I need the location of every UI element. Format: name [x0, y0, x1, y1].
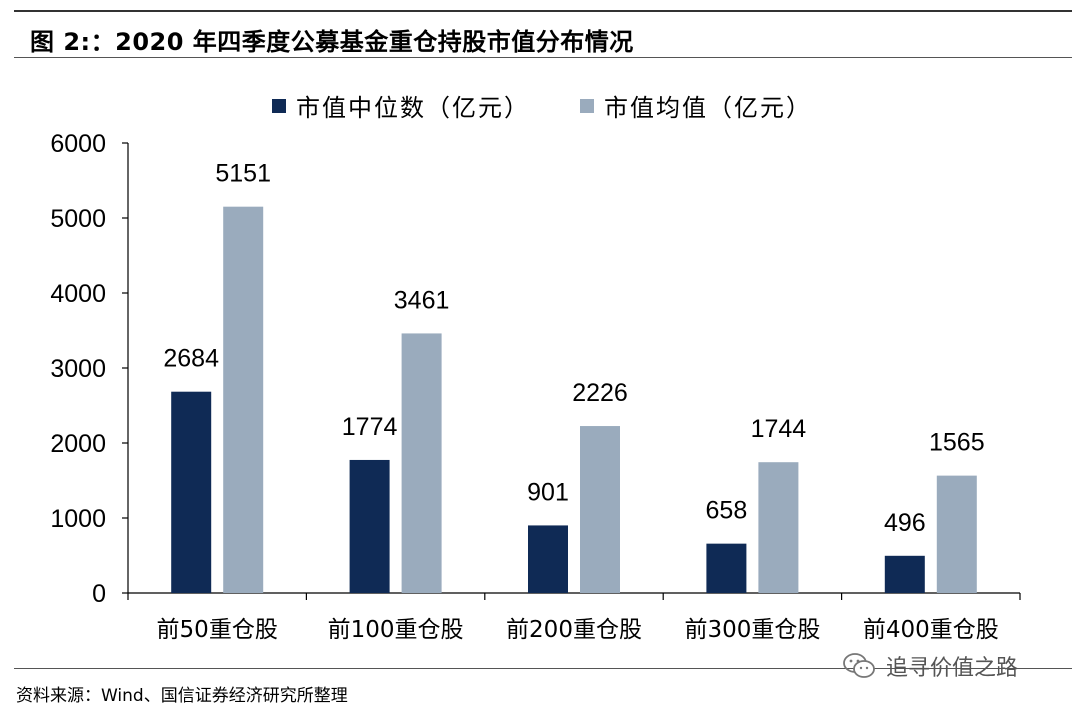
- legend-swatch-median: [272, 98, 286, 113]
- data-label: 2226: [572, 379, 628, 407]
- data-label: 5151: [215, 160, 271, 188]
- y-tick-label: 4000: [50, 280, 106, 308]
- footer-divider: [14, 668, 1072, 669]
- bar-mean: [936, 475, 977, 593]
- data-label: 901: [527, 478, 569, 506]
- bar-mean: [401, 333, 442, 593]
- bar-median: [349, 459, 390, 593]
- bar-median: [706, 543, 747, 593]
- x-category-label: 前100重仓股: [328, 617, 464, 643]
- y-tick-label: 5000: [50, 205, 106, 233]
- legend-swatch-mean: [580, 98, 594, 113]
- y-tick-label: 3000: [50, 355, 106, 383]
- watermark: 追寻价值之路: [842, 650, 1018, 682]
- chart-title: 图 2:：2020 年四季度公募基金重仓持股市值分布情况: [30, 28, 634, 56]
- source-note: 资料来源：Wind、国信证券经济研究所整理: [16, 686, 348, 706]
- legend-label-median: 市值中位数（亿元）: [296, 94, 530, 122]
- y-tick-label: 0: [92, 580, 106, 608]
- x-category-label: 前50重仓股: [157, 617, 278, 643]
- legend-item-mean: 市值均值（亿元）: [580, 88, 812, 123]
- data-label: 496: [884, 509, 926, 537]
- watermark-text: 追寻价值之路: [886, 656, 1019, 681]
- wechat-icon: [843, 653, 875, 678]
- legend-item-median: 市值中位数（亿元）: [272, 88, 530, 123]
- data-label: 3461: [394, 286, 450, 314]
- bar-median: [528, 525, 568, 593]
- x-category-label: 前200重仓股: [506, 617, 642, 643]
- chart-legend: 市值中位数（亿元） 市值均值（亿元）: [0, 88, 1080, 128]
- title-bar: 图 2:：2020 年四季度公募基金重仓持股市值分布情况: [14, 10, 1072, 58]
- y-tick-label: 1000: [50, 505, 106, 533]
- bar-median: [171, 391, 212, 593]
- data-label: 1774: [342, 413, 398, 441]
- data-label: 1744: [751, 415, 807, 443]
- data-label: 2684: [163, 345, 219, 373]
- bar-mean: [223, 206, 264, 594]
- legend-label-mean: 市值均值（亿元）: [604, 94, 812, 122]
- data-label: 658: [706, 497, 748, 525]
- x-category-label: 前300重仓股: [684, 617, 820, 643]
- data-label: 1565: [929, 429, 985, 457]
- bar-mean: [758, 462, 799, 593]
- x-category-label: 前400重仓股: [863, 617, 999, 643]
- y-tick-label: 6000: [50, 130, 106, 158]
- bar-median: [884, 555, 925, 593]
- bar-mean: [580, 426, 620, 593]
- y-tick-label: 2000: [50, 430, 106, 458]
